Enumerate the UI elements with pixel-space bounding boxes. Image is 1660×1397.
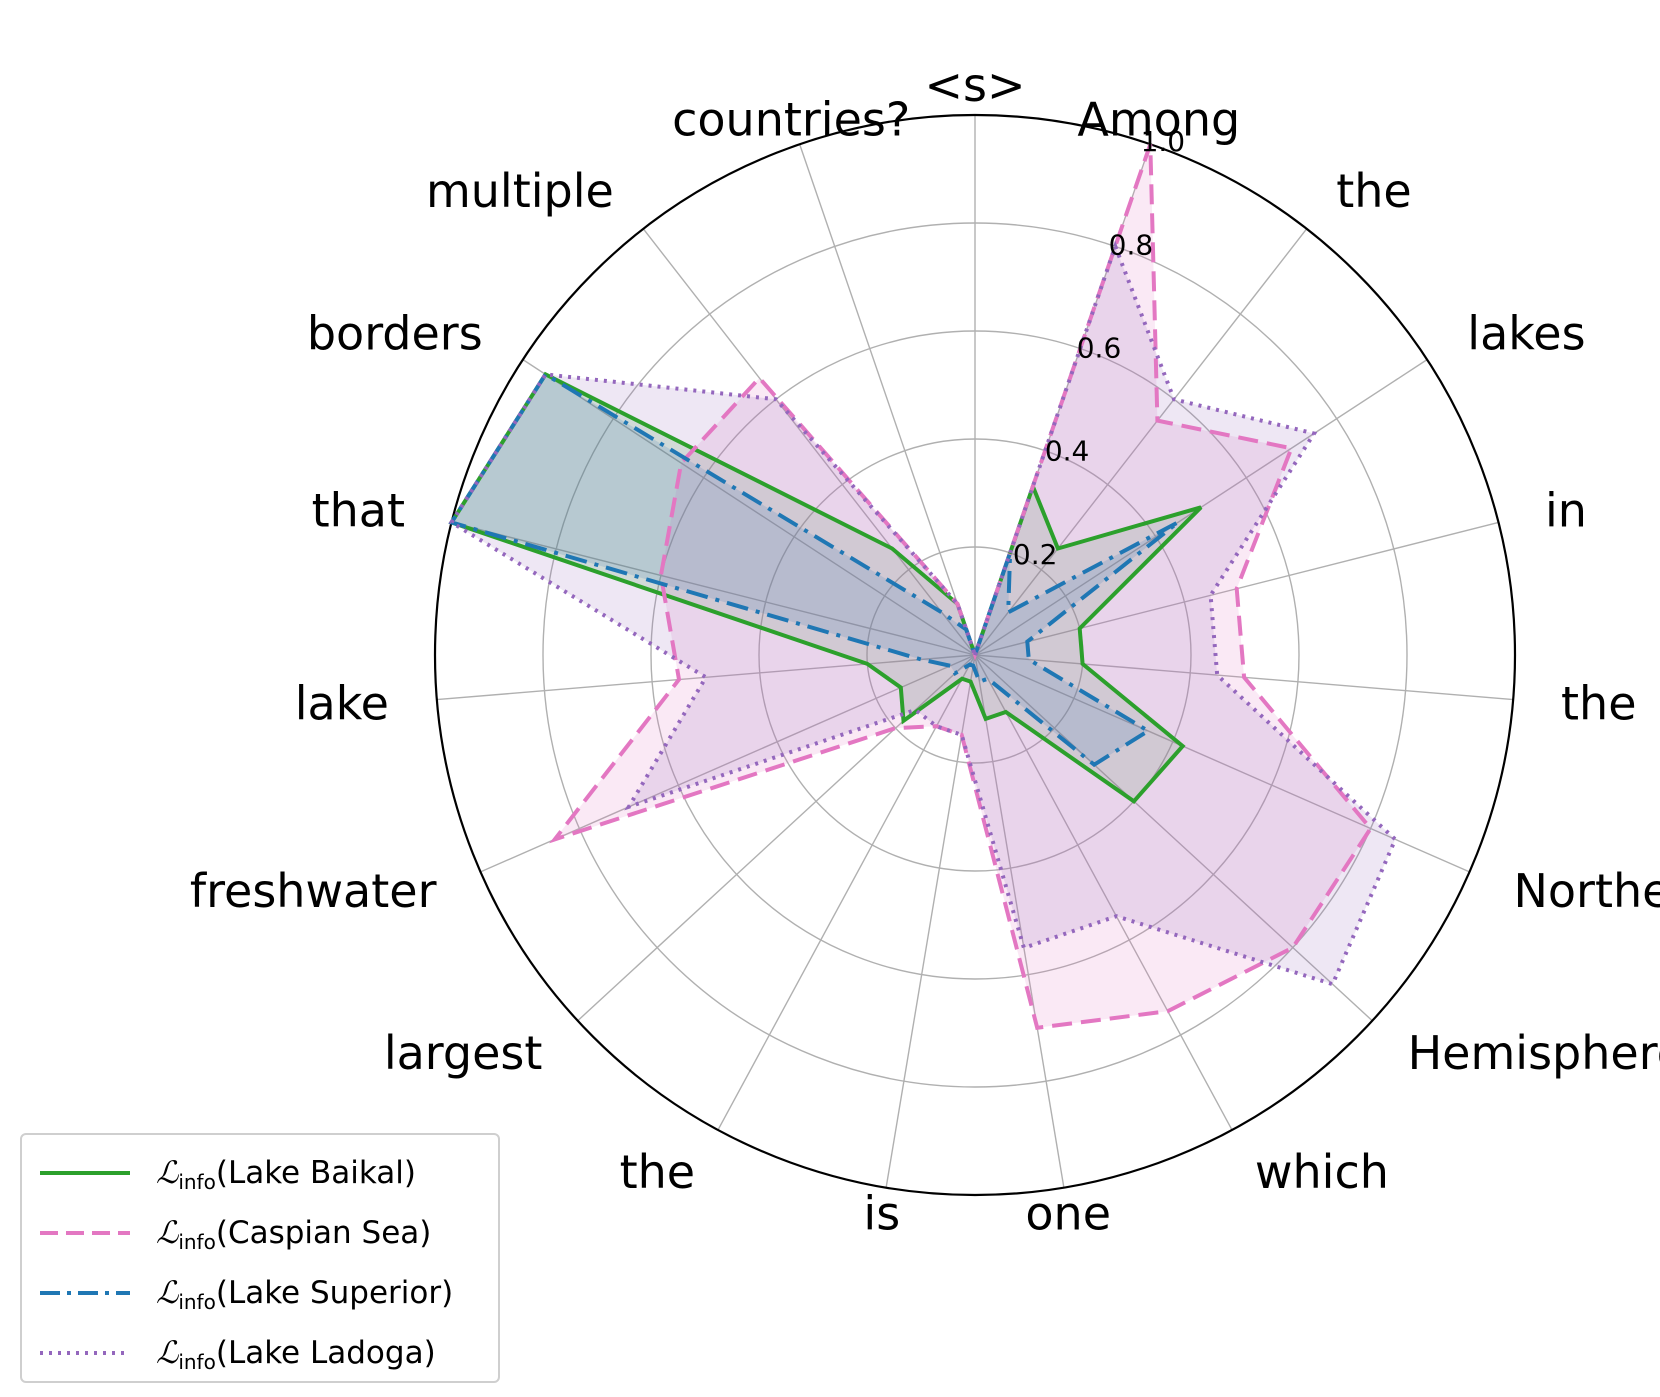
category-label: in: [1545, 484, 1587, 538]
category-label: the: [1561, 677, 1637, 731]
legend-label: (Lake Ladoga): [215, 1335, 436, 1371]
category-label: freshwater: [190, 864, 437, 918]
legend-item-caspian: ℒinfo(Caspian Sea): [40, 1215, 432, 1254]
category-labels: <s> Among the lakes in the Northern Hemisphere,…: [190, 58, 1660, 1240]
category-label: borders: [307, 306, 483, 360]
legend-label: (Lake Superior): [215, 1275, 454, 1311]
r-tick-label: 0.2: [1013, 538, 1058, 571]
series-lines: [448, 143, 1398, 1031]
series-fill-lake-superior: [451, 374, 1179, 765]
category-label: lakes: [1467, 306, 1585, 360]
r-tick-label: 0.8: [1109, 228, 1154, 261]
series-fill-caspian-sea: [554, 144, 1371, 1028]
category-label: multiple: [426, 164, 614, 218]
category-label: that: [312, 484, 405, 538]
grid-spoke: [974, 654, 1233, 1131]
radial-tick-labels: 0.2 0.4 0.6 0.8 1.0: [1013, 125, 1185, 571]
category-label: which: [1255, 1145, 1389, 1199]
series-fills: [451, 144, 1396, 1028]
polar-frame: [433, 113, 1517, 1197]
series-fill-lake-ladoga: [451, 246, 1396, 985]
legend-label: (Caspian Sea): [215, 1215, 432, 1251]
r-tick-label: 1.0: [1141, 125, 1186, 158]
grid-spoke: [974, 228, 1308, 656]
category-label: the: [620, 1145, 696, 1199]
series-fill-lake-baikal: [451, 374, 1201, 802]
category-label: <s>: [924, 58, 1025, 112]
r-tick-label: 0.4: [1045, 435, 1090, 468]
series-line-lake-superior: [448, 371, 1180, 768]
grid-spoke: [799, 144, 976, 656]
category-label: one: [1025, 1186, 1111, 1240]
category-label: is: [863, 1186, 900, 1240]
category-label: Among: [1077, 93, 1240, 147]
r-tick-label: 0.6: [1077, 331, 1122, 364]
legend-label: (Lake Baikal): [215, 1155, 416, 1191]
category-label: largest: [384, 1026, 543, 1080]
grid-spoke: [642, 228, 976, 656]
category-label: lake: [295, 677, 389, 731]
category-label: countries?: [672, 93, 910, 147]
grid-spoke: [974, 654, 1065, 1188]
grid-spoke: [885, 654, 976, 1188]
legend-item-ladoga: ℒinfo(Lake Ladoga): [40, 1335, 436, 1374]
series-line-lake-ladoga: [448, 240, 1398, 987]
category-label: Northern: [1514, 864, 1660, 918]
category-label: Hemisphere,: [1408, 1026, 1660, 1080]
grid-spoke: [522, 359, 976, 656]
category-label: the: [1336, 164, 1412, 218]
series-line-caspian-sea: [549, 143, 1374, 1031]
legend-item-superior: ℒinfo(Lake Superior): [40, 1275, 454, 1314]
grid-spoke: [436, 654, 976, 701]
grid-spoke: [974, 654, 1470, 873]
grid-spoke: [717, 654, 976, 1131]
legend: ℒinfo(Lake Baikal) ℒinfo(Caspian Sea) ℒi…: [20, 1133, 500, 1383]
grid-spoke: [451, 521, 976, 656]
legend-item-baikal: ℒinfo(Lake Baikal): [40, 1155, 416, 1194]
grid-spoke: [974, 654, 1373, 1022]
